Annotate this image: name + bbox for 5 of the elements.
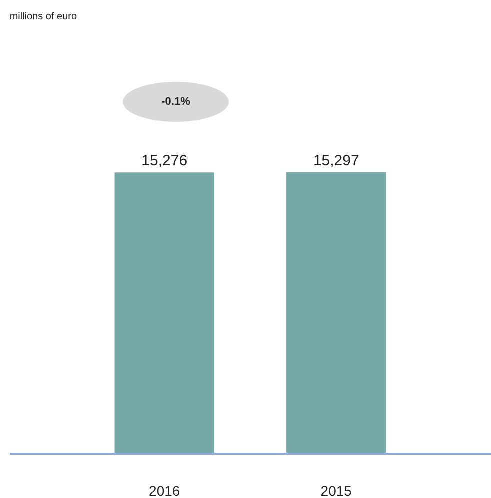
x-tick-label: 2016 xyxy=(149,482,180,498)
data-label: 15,276 xyxy=(142,152,188,170)
x-tick-label: 2015 xyxy=(320,482,352,498)
data-label: 15,297 xyxy=(313,152,360,170)
chart-title: millions of euro xyxy=(10,11,78,22)
